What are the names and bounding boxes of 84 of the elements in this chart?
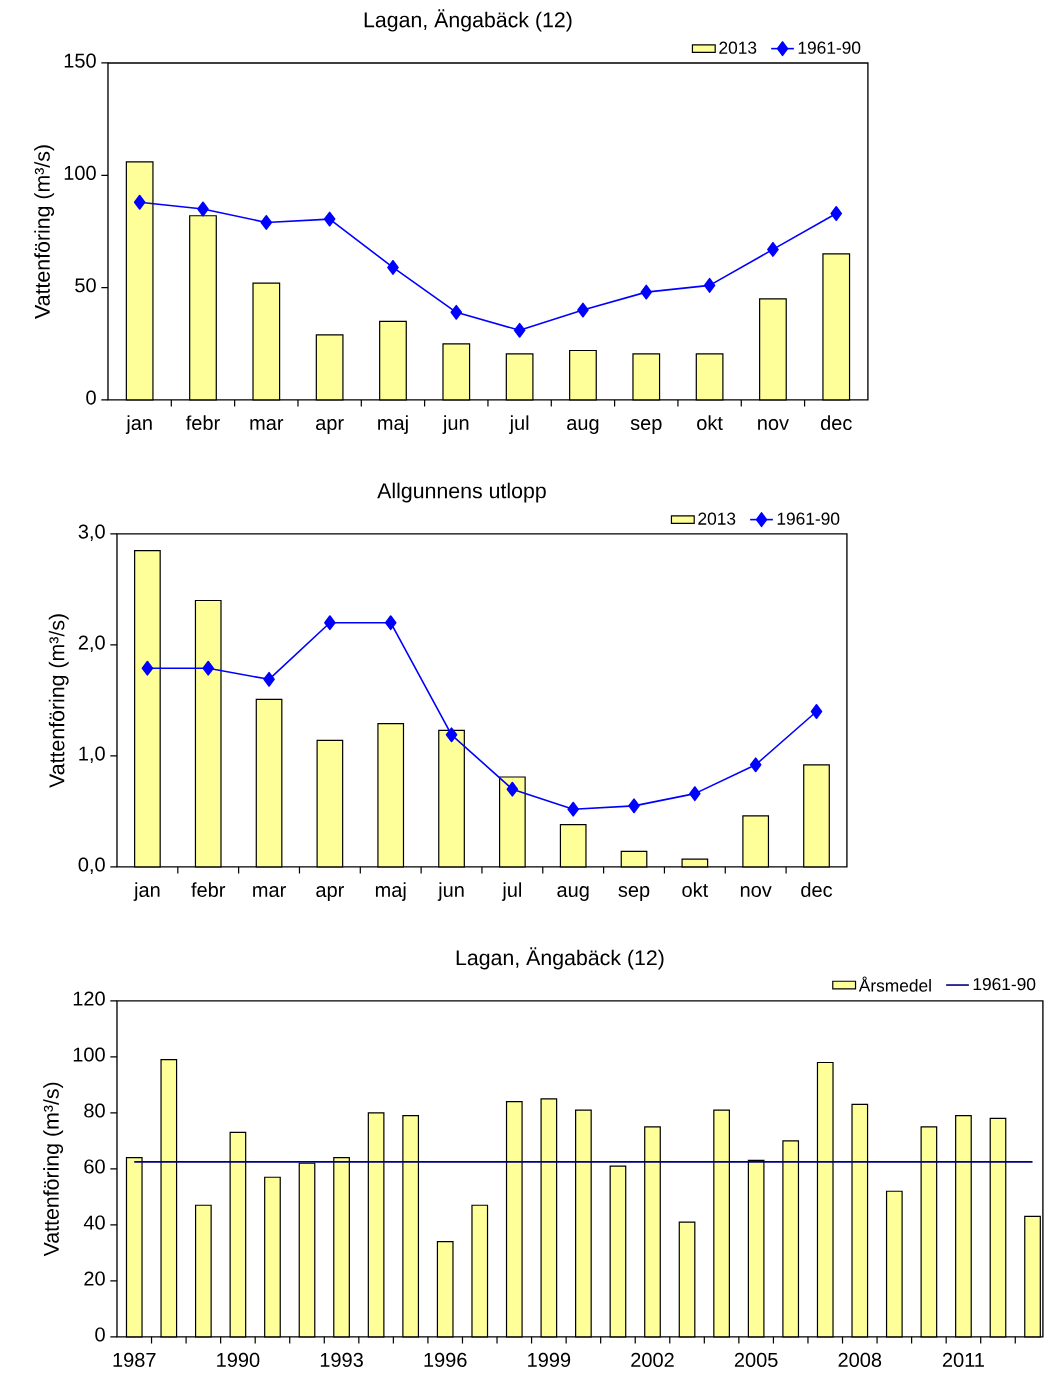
x-tick-label: dec [801,882,833,897]
x-tick-label: mar [250,419,284,431]
y-tick-label: 0 [95,1327,105,1342]
x-tick-label: apr [316,419,344,434]
x-tick-label: dec [821,415,852,431]
point [567,801,580,817]
point [384,615,397,631]
point [323,211,336,227]
x-tick-label: sep [618,886,650,901]
y-tick-label: 0 [86,390,96,405]
point [689,786,701,802]
y-tick-label: 40 [83,1215,105,1230]
x-tick-label: maj [375,882,406,901]
y-tick-label: 100 [64,165,96,181]
legend-label: 1961-90 [973,977,1036,991]
point [450,304,463,320]
x-tick-label: okt [697,415,723,431]
point [133,194,146,210]
point [197,201,209,217]
x-tick-label: febr [191,882,226,897]
point [202,660,215,676]
x-tick-label: 1999 [528,1352,571,1367]
point [577,302,589,318]
x-tick-label: 1990 [217,1352,260,1367]
point [445,727,458,743]
y-tick-label: 50 [75,278,96,293]
point [749,757,762,773]
x-tick-label: aug [557,886,589,901]
chart-title: Lagan, Ängabäck (12) [364,9,572,32]
x-tick-label: febr [186,415,220,431]
y-tick-label: 80 [84,1103,105,1118]
x-tick-label: 2008 [838,1352,882,1367]
x-tick-label: jun [442,415,469,434]
point [324,615,336,631]
legend-label: 2013 [698,512,736,525]
x-tick-label: apr [316,886,345,901]
point [263,671,275,687]
point [640,284,653,300]
point [830,206,843,221]
x-tick-label: 2005 [734,1352,778,1367]
legend-label: Årsmedel [858,976,931,992]
y-axis-title: Vattenföring (m³/s) [34,145,55,319]
y-tick-label: 20 [84,1271,105,1286]
y-axis-title: Vattenföring (m³/s) [48,614,69,788]
point [767,241,779,257]
y-tick-label: 60 [84,1159,105,1174]
y-tick-label: 3,0 [78,524,105,542]
x-tick-label: 1993 [320,1352,363,1367]
legend-label: 1961-90 [798,41,861,54]
y-axis-title: Vattenföring (m³/s) [43,1082,64,1257]
x-tick-label: mar [253,886,286,897]
point [506,781,519,797]
x-tick-label: 2002 [631,1352,674,1367]
y-tick-label: 0,0 [78,857,105,874]
x-tick-label: okt [682,882,709,897]
point [628,798,640,814]
point [513,322,526,338]
x-tick-label: 2011 [942,1352,984,1367]
x-tick-label: jul [501,882,522,901]
chart-title: Allgunnens utlopp [377,482,546,503]
x-tick-label: 1996 [424,1352,467,1367]
y-tick-label: 2,0 [78,635,105,652]
x-tick-label: nov [758,419,790,431]
x-tick-label: aug [567,419,599,434]
y-tick-label: 1,0 [79,746,105,763]
x-tick-label: jan [133,882,160,901]
x-tick-label: jul [509,415,529,434]
point [703,277,716,293]
x-tick-label: jan [125,415,152,434]
x-tick-label: 1987 [113,1352,156,1367]
chart-title: Lagan, Ängabäck (12) [456,947,664,970]
y-tick-label: 100 [73,1047,105,1062]
x-tick-label: maj [378,415,408,434]
x-tick-label: sep [630,419,662,434]
legend-label: 2013 [719,41,757,54]
point [260,215,273,230]
x-tick-label: jun [437,882,464,901]
point [141,660,154,676]
point [387,259,399,275]
point [810,704,823,719]
y-tick-label: 120 [73,991,105,1006]
legend-label: 1961-90 [777,512,840,525]
y-tick-label: 150 [64,53,96,68]
x-tick-label: nov [740,886,772,897]
